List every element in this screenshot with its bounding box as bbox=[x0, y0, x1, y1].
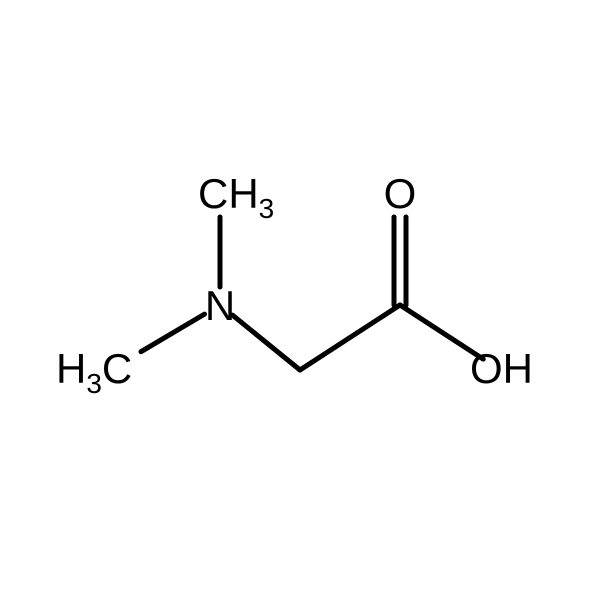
bonds-layer bbox=[141, 217, 483, 370]
bond bbox=[232, 315, 300, 370]
hydroxyl-label: OH bbox=[470, 345, 533, 392]
nitrogen-label: N bbox=[205, 282, 235, 329]
methyl-top-label: CH3 bbox=[198, 170, 274, 224]
bond bbox=[300, 305, 400, 370]
bond bbox=[141, 314, 205, 352]
methyl-left-label: H3C bbox=[56, 345, 132, 399]
molecule-diagram: CH3 H3C N O OH bbox=[0, 0, 600, 600]
carbonyl-oxygen-label: O bbox=[384, 170, 417, 217]
